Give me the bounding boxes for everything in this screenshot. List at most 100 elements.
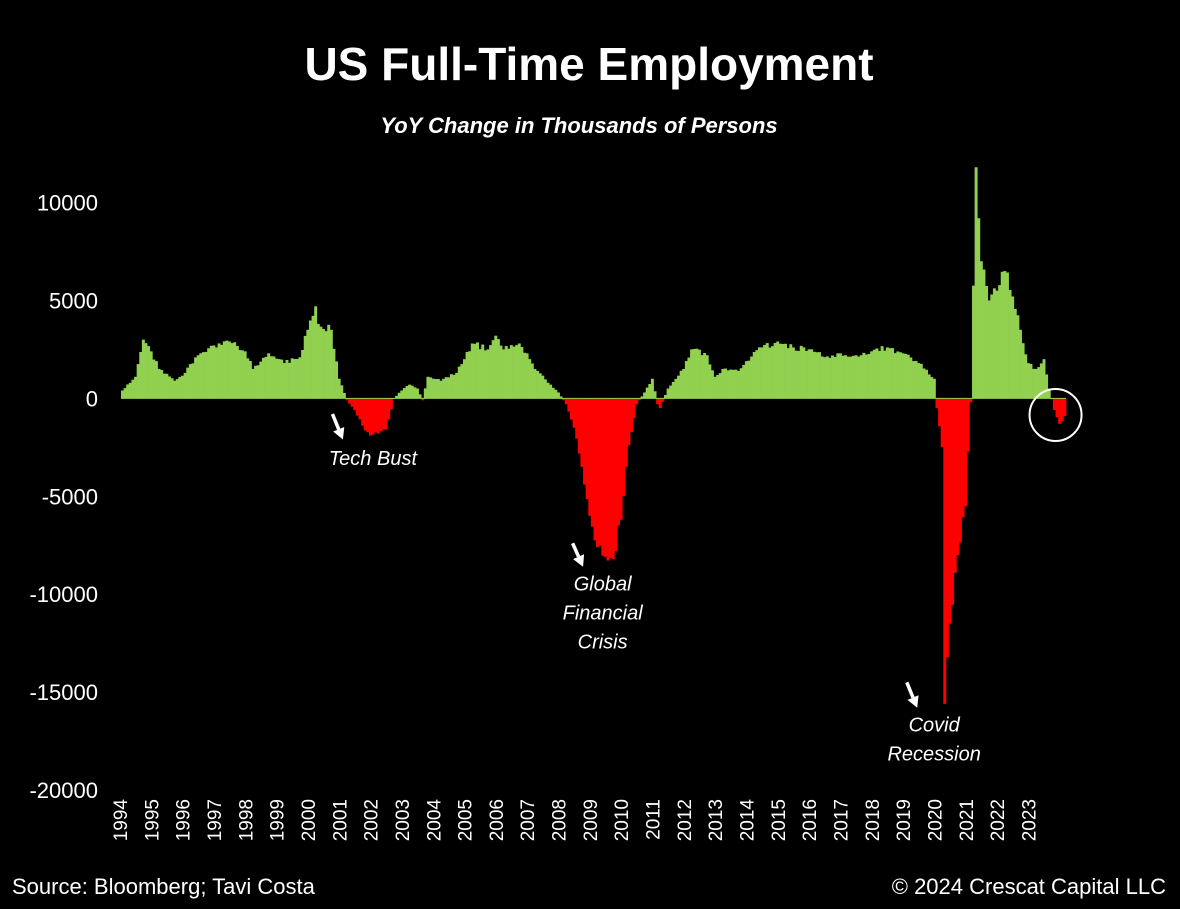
bar bbox=[306, 329, 310, 399]
bar bbox=[222, 341, 226, 399]
bar bbox=[196, 355, 200, 399]
bar bbox=[512, 346, 516, 399]
bar bbox=[948, 398, 952, 624]
bar bbox=[734, 369, 738, 399]
bar bbox=[763, 344, 767, 399]
bar bbox=[248, 361, 252, 399]
bar bbox=[977, 218, 981, 399]
bar bbox=[972, 285, 975, 399]
x-tick-label: 2001 bbox=[330, 799, 351, 841]
bar bbox=[538, 373, 542, 399]
bar bbox=[718, 373, 722, 399]
bar bbox=[635, 398, 639, 405]
bar bbox=[752, 352, 756, 399]
bar bbox=[624, 398, 628, 467]
annotation-label: Covid Recession bbox=[887, 714, 980, 765]
bar bbox=[204, 351, 208, 399]
bar bbox=[1039, 363, 1043, 399]
bar bbox=[259, 361, 263, 399]
bar bbox=[139, 351, 143, 399]
y-tick-label: 0 bbox=[86, 386, 98, 411]
bar bbox=[593, 398, 597, 541]
bar bbox=[426, 376, 430, 399]
bar bbox=[841, 355, 845, 399]
bar bbox=[254, 365, 258, 399]
bar bbox=[1063, 398, 1067, 416]
bar bbox=[1045, 374, 1049, 399]
bar bbox=[708, 364, 712, 399]
bar bbox=[776, 341, 780, 399]
x-tick-label: 2012 bbox=[675, 799, 696, 841]
bar bbox=[969, 398, 973, 403]
bar bbox=[340, 385, 344, 399]
bar bbox=[136, 364, 140, 399]
bar bbox=[690, 349, 694, 399]
bar bbox=[126, 384, 130, 399]
bar bbox=[361, 398, 365, 426]
bar bbox=[658, 398, 662, 409]
bar bbox=[906, 354, 910, 399]
bar bbox=[374, 398, 378, 433]
bar bbox=[533, 368, 537, 399]
bar bbox=[496, 339, 500, 399]
bar bbox=[930, 377, 934, 399]
bar bbox=[849, 356, 853, 399]
bar bbox=[927, 374, 931, 399]
bar bbox=[160, 369, 164, 399]
bar bbox=[958, 398, 962, 543]
bar bbox=[509, 345, 513, 399]
bar bbox=[397, 392, 401, 399]
y-axis: 10000 5000 0 -5000 -10000 -15000 -20000 bbox=[29, 191, 98, 804]
bar bbox=[429, 377, 432, 399]
bar bbox=[671, 381, 675, 399]
bar bbox=[985, 285, 989, 399]
x-tick-label: 1999 bbox=[268, 799, 289, 841]
bar bbox=[507, 348, 511, 399]
bar bbox=[366, 398, 370, 433]
bar bbox=[256, 365, 260, 399]
source-note: Source: Bloomberg; Tavi Costa bbox=[12, 874, 316, 899]
x-tick-label: 2008 bbox=[550, 799, 571, 841]
bar bbox=[823, 357, 827, 399]
bar bbox=[543, 379, 547, 399]
bar bbox=[914, 360, 918, 399]
bar bbox=[442, 378, 446, 399]
bar bbox=[630, 398, 634, 432]
bar bbox=[434, 379, 438, 399]
bar bbox=[880, 346, 884, 399]
bar bbox=[878, 351, 881, 399]
bar bbox=[697, 349, 701, 399]
bar bbox=[144, 343, 148, 399]
bar bbox=[979, 261, 983, 399]
y-tick-label: -15000 bbox=[29, 680, 98, 705]
bar bbox=[987, 300, 991, 399]
bar bbox=[290, 358, 294, 399]
bar bbox=[951, 398, 955, 606]
bar bbox=[483, 350, 487, 399]
bar bbox=[896, 351, 900, 399]
bar bbox=[217, 343, 221, 399]
bar bbox=[857, 356, 861, 399]
bar bbox=[162, 373, 166, 399]
bar bbox=[998, 285, 1002, 399]
bar bbox=[945, 398, 949, 658]
bar bbox=[794, 350, 798, 399]
bar bbox=[935, 398, 939, 409]
bar bbox=[700, 355, 704, 399]
bar bbox=[844, 355, 848, 399]
bar bbox=[494, 335, 498, 399]
bar bbox=[332, 348, 336, 399]
bar bbox=[387, 398, 391, 420]
bar bbox=[760, 347, 764, 399]
x-tick-label: 1995 bbox=[142, 799, 163, 841]
bar bbox=[410, 385, 414, 399]
bar bbox=[810, 349, 814, 399]
bar bbox=[157, 368, 161, 399]
bar bbox=[499, 345, 503, 399]
bar bbox=[825, 356, 829, 399]
bar bbox=[846, 356, 850, 399]
bar bbox=[956, 398, 960, 555]
bar bbox=[901, 353, 905, 399]
bar bbox=[314, 306, 318, 399]
y-tick-label: 10000 bbox=[37, 191, 98, 216]
